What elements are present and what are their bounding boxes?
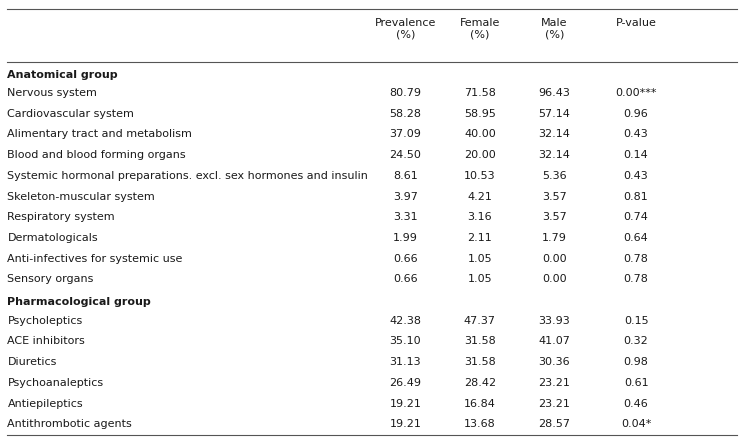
Text: 0.98: 0.98 [623,357,649,367]
Text: 32.14: 32.14 [539,150,570,160]
Text: 58.95: 58.95 [464,108,496,119]
Text: 5.36: 5.36 [542,171,567,181]
Text: 58.28: 58.28 [389,108,422,119]
Text: Cardiovascular system: Cardiovascular system [7,108,135,119]
Text: Female
(%): Female (%) [460,18,500,39]
Text: Dermatologicals: Dermatologicals [7,233,98,243]
Text: 24.50: 24.50 [390,150,421,160]
Text: 0.15: 0.15 [623,316,649,325]
Text: Blood and blood forming organs: Blood and blood forming organs [7,150,186,160]
Text: 3.57: 3.57 [542,212,567,222]
Text: 0.66: 0.66 [393,274,418,284]
Text: 23.21: 23.21 [539,399,570,408]
Text: 0.66: 0.66 [393,254,418,264]
Text: 31.58: 31.58 [464,357,496,367]
Text: Psycholeptics: Psycholeptics [7,316,83,325]
Text: 0.00: 0.00 [542,274,567,284]
Text: 20.00: 20.00 [464,150,496,160]
Text: 0.43: 0.43 [623,171,649,181]
Text: 47.37: 47.37 [464,316,496,325]
Text: 1.05: 1.05 [467,254,493,264]
Text: 1.05: 1.05 [467,274,493,284]
Text: 0.14: 0.14 [623,150,649,160]
Text: 30.36: 30.36 [539,357,570,367]
Text: 0.64: 0.64 [623,233,649,243]
Text: Prevalence
(%): Prevalence (%) [375,18,436,39]
Text: 41.07: 41.07 [539,336,570,346]
Text: 42.38: 42.38 [389,316,422,325]
Text: Male
(%): Male (%) [541,18,568,39]
Text: Diuretics: Diuretics [7,357,57,367]
Text: 0.78: 0.78 [623,274,649,284]
Text: 16.84: 16.84 [464,399,496,408]
Text: Antiepileptics: Antiepileptics [7,399,83,408]
Text: 31.13: 31.13 [390,357,421,367]
Text: Respiratory system: Respiratory system [7,212,115,222]
Text: 2.11: 2.11 [467,233,493,243]
Text: 3.31: 3.31 [393,212,418,222]
Text: 80.79: 80.79 [389,88,422,98]
Text: 0.43: 0.43 [623,129,649,139]
Text: 71.58: 71.58 [464,88,496,98]
Text: Alimentary tract and metabolism: Alimentary tract and metabolism [7,129,192,139]
Text: 0.00: 0.00 [542,254,567,264]
Text: 3.16: 3.16 [467,212,493,222]
Text: 4.21: 4.21 [467,191,493,202]
Text: 37.09: 37.09 [390,129,421,139]
Text: 40.00: 40.00 [464,129,496,139]
Text: 32.14: 32.14 [539,129,570,139]
Text: 0.04*: 0.04* [621,419,651,429]
Text: 10.53: 10.53 [464,171,496,181]
Text: Systemic hormonal preparations. excl. sex hormones and insulin: Systemic hormonal preparations. excl. se… [7,171,368,181]
Text: 13.68: 13.68 [464,419,496,429]
Text: 31.58: 31.58 [464,336,496,346]
Text: 0.81: 0.81 [623,191,649,202]
Text: 0.46: 0.46 [623,399,649,408]
Text: Anatomical group: Anatomical group [7,70,118,80]
Text: Pharmacological group: Pharmacological group [7,297,151,307]
Text: Nervous system: Nervous system [7,88,97,98]
Text: 3.57: 3.57 [542,191,567,202]
Text: 96.43: 96.43 [539,88,570,98]
Text: Anti-infectives for systemic use: Anti-infectives for systemic use [7,254,183,264]
Text: P-value: P-value [616,18,656,28]
Text: 1.99: 1.99 [393,233,418,243]
Text: 0.00***: 0.00*** [615,88,657,98]
Text: 0.78: 0.78 [623,254,649,264]
Text: 0.96: 0.96 [623,108,649,119]
Text: Psychoanaleptics: Psychoanaleptics [7,378,103,388]
Text: 28.57: 28.57 [538,419,571,429]
Text: 35.10: 35.10 [390,336,421,346]
Text: 33.93: 33.93 [539,316,570,325]
Text: 19.21: 19.21 [390,399,421,408]
Text: 0.32: 0.32 [623,336,649,346]
Text: 0.61: 0.61 [623,378,649,388]
Text: 28.42: 28.42 [464,378,496,388]
Text: 26.49: 26.49 [389,378,422,388]
Text: ACE inhibitors: ACE inhibitors [7,336,86,346]
Text: 8.61: 8.61 [393,171,418,181]
Text: 1.79: 1.79 [542,233,567,243]
Text: 23.21: 23.21 [539,378,570,388]
Text: Skeleton-muscular system: Skeleton-muscular system [7,191,155,202]
Text: 19.21: 19.21 [390,419,421,429]
Text: 57.14: 57.14 [539,108,570,119]
Text: Antithrombotic agents: Antithrombotic agents [7,419,132,429]
Text: 3.97: 3.97 [393,191,418,202]
Text: 0.74: 0.74 [623,212,649,222]
Text: Sensory organs: Sensory organs [7,274,94,284]
